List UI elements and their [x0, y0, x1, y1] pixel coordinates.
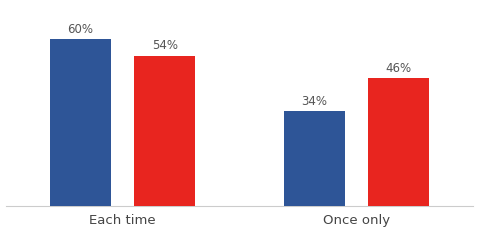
Text: 46%: 46% [386, 62, 411, 75]
Bar [134, 56, 195, 206]
Text: 54%: 54% [152, 39, 178, 52]
Text: 60%: 60% [68, 23, 93, 36]
Bar [50, 39, 111, 206]
Text: 34%: 34% [301, 95, 327, 108]
Bar [368, 78, 429, 206]
Bar [284, 111, 345, 206]
